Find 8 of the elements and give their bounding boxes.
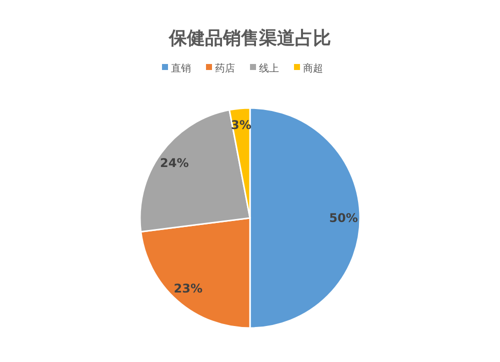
chart-title: 保健品销售渠道占比 (168, 28, 331, 49)
legend-label: 药店 (215, 62, 235, 74)
data-label: 50% (329, 211, 358, 226)
legend-label: 商超 (303, 62, 323, 74)
data-label: 24% (160, 156, 189, 170)
legend-label: 直销 (171, 62, 191, 74)
legend-label: 线上 (259, 62, 279, 74)
data-label: 23% (174, 281, 203, 296)
